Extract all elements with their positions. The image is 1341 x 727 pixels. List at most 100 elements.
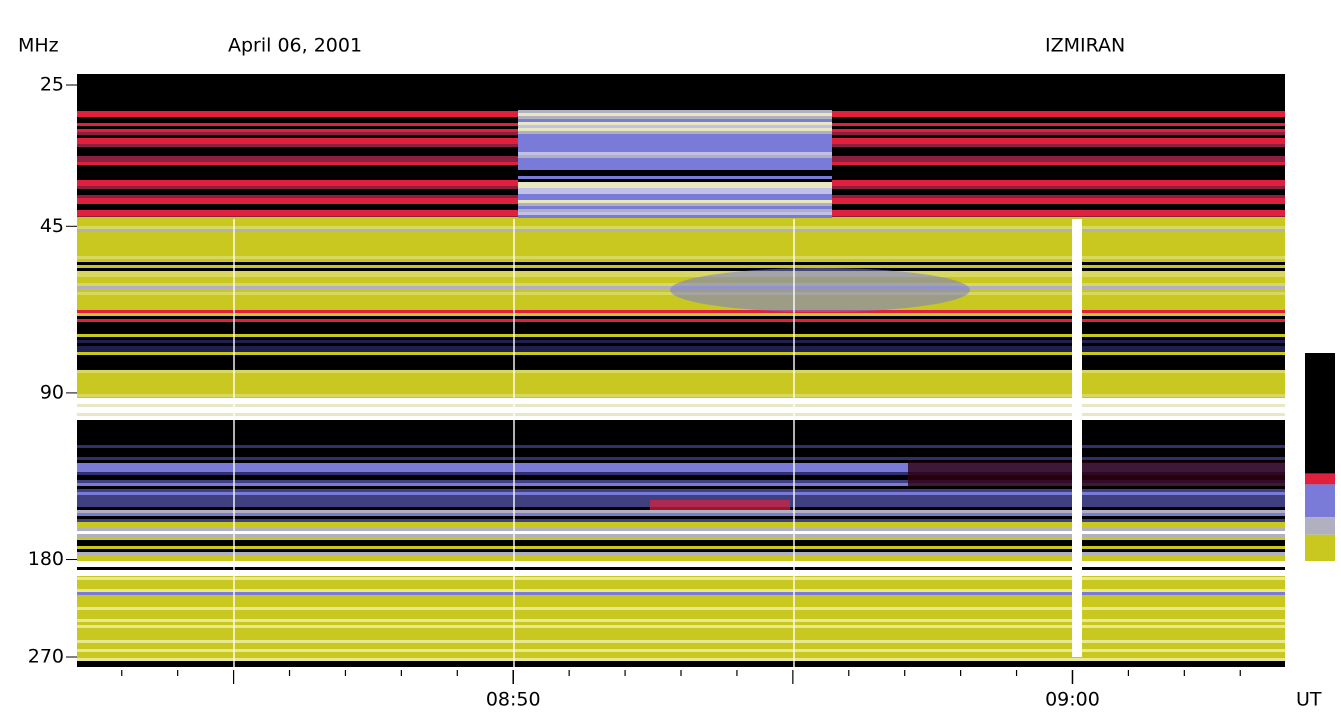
burst-stripe bbox=[518, 149, 832, 152]
spectrum-stripe bbox=[77, 628, 1285, 631]
spectrum-stripe bbox=[77, 268, 1285, 271]
spectrum-stripe bbox=[77, 382, 1285, 385]
burst-stripe bbox=[518, 188, 832, 191]
interference-line bbox=[1072, 219, 1082, 657]
spectrum-stripe bbox=[77, 301, 1285, 304]
spectrum-stripe bbox=[77, 379, 1285, 382]
spectrum-stripe bbox=[77, 298, 1285, 301]
spectrum-stripe bbox=[77, 640, 1285, 643]
spectrum-stripe bbox=[77, 595, 1285, 598]
burst-stripe bbox=[518, 182, 832, 185]
spectrum-stripe bbox=[77, 658, 1285, 661]
spectrum-stripe bbox=[77, 325, 1285, 328]
spectrum-stripe bbox=[77, 444, 1285, 445]
spectrum-stripe bbox=[77, 223, 1285, 226]
spectrum-stripe bbox=[77, 510, 1285, 513]
burst-stripe bbox=[518, 131, 832, 134]
spectrum-stripe bbox=[77, 613, 1285, 616]
spectrum-stripe bbox=[77, 77, 1285, 80]
burst-stripe bbox=[518, 209, 832, 212]
spectrum-stripe bbox=[77, 229, 1285, 232]
spectrum-stripe bbox=[77, 460, 1285, 463]
spectrum-stripe bbox=[77, 577, 1285, 580]
spectrum-stripe bbox=[77, 525, 1285, 528]
spectrum-stripe bbox=[77, 420, 1285, 423]
burst-stripe bbox=[518, 110, 832, 113]
spectrum-stripe bbox=[77, 83, 1285, 86]
spectrum-stripe bbox=[77, 472, 1285, 475]
spectrum-stripe bbox=[77, 432, 1285, 435]
spectrum-stripe bbox=[77, 429, 1285, 432]
spectrum-stripe bbox=[77, 589, 1285, 592]
spectrum-stripe bbox=[77, 307, 1285, 310]
spectrum-stripe bbox=[77, 607, 1285, 610]
spectrum-stripe bbox=[77, 528, 1285, 531]
spectrum-stripe bbox=[77, 469, 1285, 472]
spectrum-stripe bbox=[77, 397, 1285, 398]
spectrum-stripe bbox=[77, 475, 1285, 478]
spectrum-stripe bbox=[77, 564, 1285, 567]
spectrum-stripe bbox=[77, 486, 1285, 489]
burst-stripe bbox=[518, 191, 832, 194]
spectrum-stripe bbox=[77, 358, 1285, 361]
spectrum-stripe bbox=[77, 616, 1285, 619]
spectrum-stripe bbox=[77, 466, 1285, 469]
burst-stripe bbox=[518, 143, 832, 146]
spectrum-stripe bbox=[77, 274, 1285, 277]
burst-stripe bbox=[518, 140, 832, 143]
emission-patch bbox=[908, 462, 1285, 486]
burst-stripe bbox=[518, 122, 832, 125]
spectrum-stripe bbox=[77, 313, 1285, 316]
x-tick-label: 09:00 bbox=[1045, 689, 1100, 711]
spectrum-stripe bbox=[77, 540, 1285, 543]
spectrum-stripe bbox=[77, 592, 1285, 595]
y-tick-label: 270 bbox=[28, 646, 64, 668]
colorbar-segment bbox=[1305, 517, 1335, 535]
spectrum-stripe bbox=[77, 105, 1285, 108]
spectrum-stripe bbox=[77, 426, 1285, 429]
burst-stripe bbox=[518, 212, 832, 215]
burst-stripe bbox=[518, 197, 832, 200]
burst-stripe bbox=[518, 155, 832, 158]
spectrum-stripe bbox=[77, 101, 1285, 104]
spectrum-stripe bbox=[77, 232, 1285, 235]
spectrum-stripe bbox=[77, 583, 1285, 586]
spectrum-stripe bbox=[77, 92, 1285, 95]
spectrum-stripe bbox=[77, 643, 1285, 646]
spectrum-stripe bbox=[77, 304, 1285, 307]
colorbar-segment bbox=[1305, 561, 1335, 572]
burst-stripe bbox=[518, 185, 832, 188]
spectrum-stripe bbox=[77, 413, 1285, 416]
spectrum-stripe bbox=[77, 407, 1285, 410]
spectrum-stripe bbox=[77, 646, 1285, 649]
burst-stripe bbox=[518, 173, 832, 176]
burst-stripe bbox=[518, 125, 832, 128]
spectrum-stripe bbox=[77, 331, 1285, 334]
burst-stripe bbox=[518, 215, 832, 218]
spectrum-stripe bbox=[77, 561, 1285, 564]
spectrum-stripe bbox=[77, 435, 1285, 438]
spectrum-stripe bbox=[77, 558, 1285, 561]
spectrum-stripe bbox=[77, 451, 1285, 454]
emission-patch bbox=[670, 268, 970, 312]
burst-stripe bbox=[518, 113, 832, 116]
y-tick-label: 45 bbox=[40, 215, 64, 237]
station-name: IZMIRAN bbox=[1045, 35, 1125, 57]
spectrum-stripe bbox=[77, 334, 1285, 337]
spectrum-stripe bbox=[77, 388, 1285, 391]
spectrum-stripe bbox=[77, 385, 1285, 388]
spectrum-stripe bbox=[77, 265, 1285, 268]
spectrum-stripe bbox=[77, 625, 1285, 628]
spectrum-stripe bbox=[77, 373, 1285, 376]
burst-stripe bbox=[518, 134, 832, 137]
spectrum-stripe bbox=[77, 478, 1285, 480]
spectrum-stripe bbox=[77, 244, 1285, 247]
spectrum-stripe bbox=[77, 419, 1285, 420]
y-tick-label: 25 bbox=[40, 74, 64, 96]
spectrum-stripe bbox=[77, 391, 1285, 394]
spectrum-stripe bbox=[77, 247, 1285, 250]
spectrum-stripe bbox=[77, 655, 1285, 658]
spectrum-stripe bbox=[77, 416, 1285, 419]
interference-line bbox=[233, 219, 235, 667]
colorbar bbox=[1305, 353, 1335, 572]
